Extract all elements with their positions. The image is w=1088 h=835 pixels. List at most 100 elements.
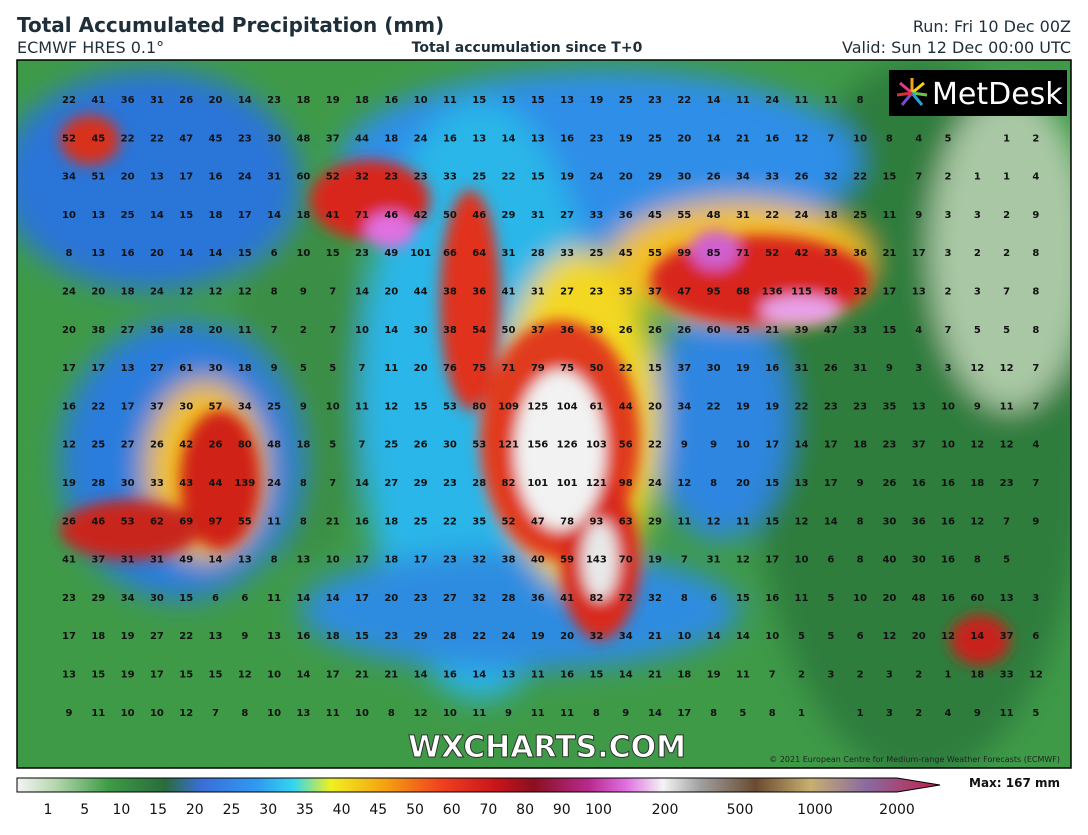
grid-value: 48: [912, 593, 926, 604]
grid-value: 55: [677, 210, 691, 221]
grid-value: 37: [1000, 631, 1014, 642]
grid-value: 17: [824, 478, 838, 489]
grid-value: 23: [589, 133, 603, 144]
grid-value: 5: [974, 325, 981, 336]
grid-value: 15: [91, 670, 105, 681]
grid-value: 27: [150, 631, 164, 642]
grid-value: 10: [795, 555, 809, 566]
grid-value: 18: [824, 210, 838, 221]
grid-value: 10: [853, 133, 867, 144]
grid-value: 4: [915, 133, 922, 144]
grid-value: 15: [414, 401, 428, 412]
grid-value: 26: [209, 440, 223, 451]
grid-value: 7: [945, 325, 952, 336]
grid-value: 12: [179, 287, 193, 298]
grid-value: 14: [707, 631, 721, 642]
grid-value: 36: [472, 287, 486, 298]
grid-value: 11: [882, 210, 896, 221]
grid-value: 60: [707, 325, 721, 336]
grid-value: 9: [300, 287, 307, 298]
grid-value: 47: [824, 325, 838, 336]
grid-value: 36: [121, 95, 135, 106]
grid-value: 8: [857, 516, 864, 527]
grid-value: 33: [1000, 670, 1014, 681]
grid-value: 7: [212, 708, 219, 719]
grid-value: 8: [974, 555, 981, 566]
logo-mark: [896, 78, 928, 106]
grid-value: 71: [502, 363, 516, 374]
grid-value: 8: [66, 248, 73, 259]
grid-value: 64: [472, 248, 486, 259]
grid-value: 26: [824, 363, 838, 374]
grid-value: 12: [677, 478, 691, 489]
grid-value: 21: [882, 248, 896, 259]
grid-value: 58: [824, 287, 838, 298]
logo-text: MetDesk: [932, 77, 1063, 112]
grid-value: 11: [238, 325, 252, 336]
grid-value: 17: [355, 593, 369, 604]
grid-value: 104: [557, 401, 578, 412]
grid-value: 51: [91, 172, 105, 183]
grid-value: 10: [121, 708, 135, 719]
grid-value: 14: [736, 631, 750, 642]
grid-value: 38: [443, 287, 457, 298]
grid-value: 17: [62, 363, 76, 374]
grid-value: 28: [502, 593, 516, 604]
grid-value: 8: [271, 555, 278, 566]
grid-value: 31: [150, 555, 164, 566]
grid-value: 1: [857, 708, 864, 719]
grid-value: 13: [91, 248, 105, 259]
grid-value: 25: [414, 516, 428, 527]
grid-value: 34: [736, 172, 750, 183]
grid-value: 99: [677, 248, 691, 259]
grid-value: 25: [91, 440, 105, 451]
title: Total Accumulated Precipitation (mm): [17, 13, 444, 37]
grid-value: 12: [970, 363, 984, 374]
grid-value: 35: [619, 287, 633, 298]
grid-value: 25: [853, 210, 867, 221]
colorbar-label: 20: [186, 802, 204, 818]
grid-value: 41: [62, 555, 76, 566]
grid-value: 6: [857, 631, 864, 642]
subtitle: Total accumulation since T+0: [412, 40, 643, 56]
grid-value: 17: [677, 708, 691, 719]
grid-value: 15: [765, 478, 779, 489]
grid-value: 36: [531, 593, 545, 604]
grid-value: 10: [765, 631, 779, 642]
grid-value: 29: [414, 631, 428, 642]
grid-value: 16: [296, 631, 310, 642]
grid-value: 32: [648, 593, 662, 604]
grid-value: 22: [472, 631, 486, 642]
grid-value: 12: [1000, 363, 1014, 374]
grid-value: 17: [121, 401, 135, 412]
grid-value: 30: [443, 440, 457, 451]
grid-value: 75: [472, 363, 486, 374]
grid-value: 49: [179, 555, 193, 566]
grid-value: 101: [527, 478, 548, 489]
grid-value: 2: [1003, 210, 1010, 221]
grid-value: 21: [384, 670, 398, 681]
grid-value: 10: [853, 593, 867, 604]
grid-value: 12: [238, 287, 252, 298]
grid-value: 18: [970, 478, 984, 489]
grid-value: 22: [765, 210, 779, 221]
grid-value: 18: [121, 287, 135, 298]
grid-value: 3: [886, 708, 893, 719]
grid-value: 23: [589, 287, 603, 298]
grid-value: 48: [296, 133, 310, 144]
grid-value: 20: [882, 593, 896, 604]
grid-value: 17: [355, 555, 369, 566]
grid-value: 8: [300, 478, 307, 489]
copyright: © 2021 European Centre for Medium-range …: [769, 755, 1060, 764]
grid-value: 12: [707, 516, 721, 527]
grid-value: 13: [472, 133, 486, 144]
grid-value: 16: [941, 516, 955, 527]
grid-value: 33: [443, 172, 457, 183]
grid-value: 31: [531, 287, 545, 298]
grid-value: 11: [736, 95, 750, 106]
colorbar: [16, 777, 941, 793]
grid-value: 15: [179, 210, 193, 221]
grid-value: 36: [619, 210, 633, 221]
grid-value: 15: [531, 95, 545, 106]
max-label: Max: 167 mm: [969, 776, 1060, 790]
